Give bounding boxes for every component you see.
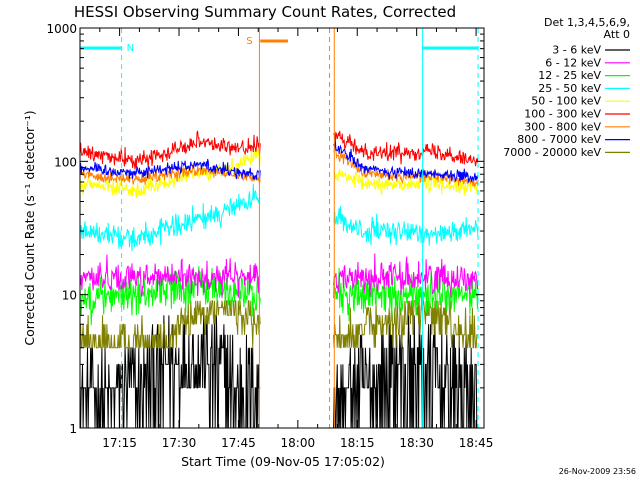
x-axis-label: Start Time (09-Nov-05 17:05:02) bbox=[181, 454, 385, 469]
legend-entry-label: 300 - 800 keV bbox=[524, 120, 601, 133]
legend-entry-label: 6 - 12 keV bbox=[545, 56, 601, 69]
generation-timestamp: 26-Nov-2009 23:56 bbox=[559, 467, 636, 476]
chart-title: HESSI Observing Summary Count Rates, Cor… bbox=[74, 3, 456, 21]
series-trace-4 bbox=[80, 183, 261, 252]
legend-entry-label: 100 - 300 keV bbox=[524, 108, 601, 121]
legend-entry-label: 50 - 100 keV bbox=[531, 95, 601, 108]
x-tick-label: 18:00 bbox=[281, 436, 316, 450]
series-trace-9 bbox=[332, 300, 479, 349]
series-trace-8 bbox=[80, 158, 261, 181]
y-axis: 1 10 100 1000 bbox=[46, 22, 484, 436]
series-trace-1 bbox=[332, 315, 479, 428]
x-tick-label: 17:30 bbox=[162, 436, 197, 450]
x-tick-label: 17:45 bbox=[221, 436, 256, 450]
series-trace-3 bbox=[332, 267, 479, 322]
series-trace-2 bbox=[332, 253, 479, 298]
series-trace-6 bbox=[333, 130, 479, 167]
legend-entry-label: 800 - 7000 keV bbox=[517, 133, 601, 146]
legend-entry-label: 3 - 6 keV bbox=[552, 44, 601, 57]
series-trace-5 bbox=[333, 168, 479, 196]
x-tick-label: 18:30 bbox=[399, 436, 434, 450]
series-trace-9 bbox=[80, 300, 261, 349]
x-tick-label: 17:15 bbox=[102, 436, 137, 450]
saa-label: S bbox=[246, 36, 252, 47]
y-tick-label: 1 bbox=[69, 422, 77, 436]
y-tick-label: 1000 bbox=[46, 22, 77, 36]
legend-entry-label: 25 - 50 keV bbox=[538, 82, 601, 95]
series-trace-7 bbox=[333, 145, 479, 188]
series-trace-1 bbox=[80, 307, 261, 428]
x-tick-label: 18:15 bbox=[340, 436, 375, 450]
night-label: N bbox=[127, 43, 134, 54]
x-axis: 17:15 17:30 17:45 18:00 18:15 18:30 18:45 bbox=[79, 28, 494, 450]
series-trace-6 bbox=[80, 129, 261, 170]
legend-entry-label: 12 - 25 keV bbox=[538, 69, 601, 82]
x-tick-label: 18:45 bbox=[459, 436, 494, 450]
series-trace-8 bbox=[333, 141, 479, 184]
legend-entry-label: 7000 - 20000 keV bbox=[503, 146, 601, 159]
y-axis-label: Corrected Count Rate (s⁻¹ detector⁻¹) bbox=[22, 110, 37, 345]
plot-frame bbox=[79, 27, 485, 429]
legend-header-detectors: Det 1,3,4,5,6,9, bbox=[544, 16, 630, 29]
series-trace-4 bbox=[333, 206, 479, 246]
y-tick-label: 10 bbox=[62, 289, 77, 303]
legend-header-attenuator: Att 0 bbox=[604, 28, 630, 41]
series-trace-2 bbox=[80, 254, 261, 299]
series-trace-3 bbox=[80, 266, 261, 326]
y-tick-label: 100 bbox=[54, 155, 77, 169]
plot-area bbox=[80, 28, 479, 428]
